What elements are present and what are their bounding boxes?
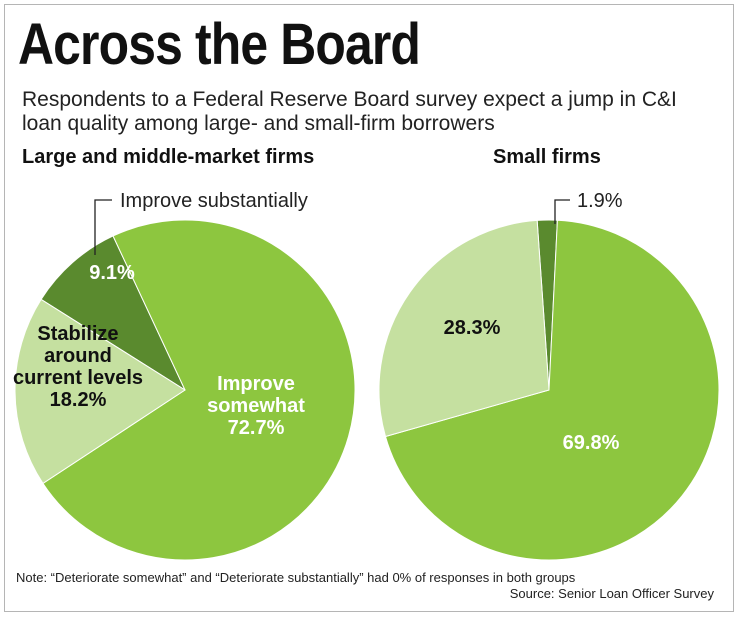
- source-credit: Source: Senior Loan Officer Survey: [509, 586, 714, 601]
- pie-0-slice-improve_somewhat: [42, 219, 356, 561]
- chart-title: Across the Board: [18, 12, 421, 77]
- pie-1-slice-improve_somewhat: [384, 219, 720, 561]
- pie-1-callout-text: 1.9%: [577, 190, 623, 212]
- pie-1-slice-stabilize: [378, 219, 550, 438]
- pie-0-slice-stabilize: [14, 298, 186, 485]
- footnote: Note: “Deteriorate somewhat” and “Deteri…: [16, 570, 576, 585]
- pie-0-label-improve_substantially: 9.1%: [89, 262, 135, 284]
- figure-frame: [4, 4, 734, 612]
- pie-0-slice-improve_substantially: [40, 235, 187, 392]
- pie-0-label-stabilize: Stabilize around current levels 18.2%: [13, 323, 143, 411]
- pie-title-small-firms: Small firms: [493, 146, 601, 168]
- pie-title-large-firms: Large and middle-market firms: [22, 146, 315, 168]
- pie-0-callout-text: Improve substantially: [120, 190, 308, 212]
- pie-1-callout-line: [554, 199, 570, 224]
- pie-1-label-improve_somewhat: 69.8%: [563, 432, 620, 454]
- chart-subtitle: Respondents to a Federal Reserve Board s…: [22, 88, 677, 135]
- pie-0-label-improve_somewhat: Improve somewhat 72.7%: [207, 373, 305, 439]
- pie-1-label-stabilize: 28.3%: [444, 317, 501, 339]
- pie-0-callout-line: [94, 199, 112, 255]
